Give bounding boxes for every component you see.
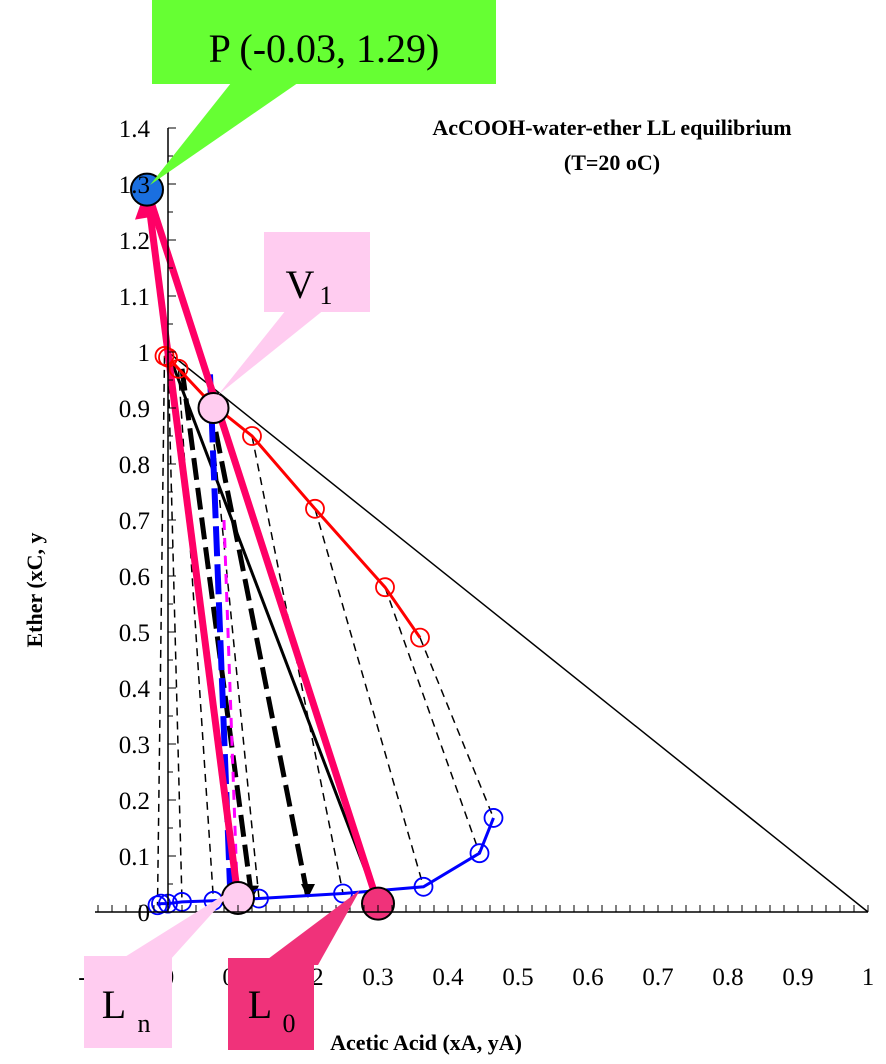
raffinate-point bbox=[147, 895, 168, 916]
operating-line bbox=[143, 188, 382, 905]
callout-pointer-P bbox=[150, 78, 305, 185]
tie-line bbox=[156, 355, 166, 906]
extract-point bbox=[242, 426, 262, 446]
x-axis-title: Acetic Acid (xA, yA) bbox=[330, 1030, 522, 1055]
chart-subtitle: (T=20 oC) bbox=[564, 150, 660, 175]
extract-point bbox=[154, 346, 175, 366]
y-tick-label: 1.3 bbox=[119, 172, 150, 199]
y-tick-label: 0.3 bbox=[119, 732, 150, 759]
y-tick-label: 1.1 bbox=[119, 284, 150, 311]
callout-label-Ln: L bbox=[102, 982, 126, 1027]
callouts-layer: P (-0.03, 1.29) V 1 L n L 0 bbox=[84, 0, 496, 1050]
x-tick-label: 0.7 bbox=[642, 964, 673, 991]
tie-line bbox=[384, 586, 481, 854]
y-tick-label: 1.2 bbox=[119, 228, 150, 255]
diagonal-line bbox=[167, 351, 869, 913]
extract-point bbox=[375, 577, 395, 598]
y-tick-label: 0.4 bbox=[119, 676, 151, 703]
x-tick-label: 0.3 bbox=[362, 964, 393, 991]
callout-label-L0: L bbox=[248, 982, 272, 1027]
operating-line bbox=[143, 189, 242, 899]
plot-markers-layer bbox=[130, 172, 504, 921]
callout-box-L0 bbox=[228, 958, 314, 1050]
extract-point bbox=[305, 498, 325, 519]
y-tick-label: 0.6 bbox=[119, 564, 150, 591]
tie-line bbox=[419, 637, 495, 819]
extract-point bbox=[168, 358, 189, 379]
y-tick-label: 0.7 bbox=[119, 508, 150, 535]
raffinate-point bbox=[469, 843, 490, 864]
callout-sub-V1: 1 bbox=[320, 281, 333, 310]
y-tick-label: 0.1 bbox=[119, 844, 150, 871]
callout-box-Ln bbox=[84, 956, 172, 1048]
callout-pointer-Ln bbox=[120, 888, 235, 960]
stage-step-black bbox=[207, 401, 311, 899]
plot-lines-layer bbox=[135, 185, 869, 913]
tie-line bbox=[314, 508, 425, 888]
tie-line bbox=[251, 435, 344, 894]
callout-sub-Ln: n bbox=[138, 1009, 151, 1038]
x-tick-label: 0.8 bbox=[712, 964, 743, 991]
axes-layer: -0.100.10.20.30.40.50.60.70.80.9100.10.2… bbox=[78, 116, 874, 991]
stage-step-blue bbox=[207, 374, 234, 913]
callout-label-V1: V bbox=[286, 262, 315, 307]
chart-title: AcCOOH-water-ether LL equilibrium bbox=[432, 115, 791, 140]
raffinate-point bbox=[483, 808, 504, 828]
y-tick-label: 0.2 bbox=[119, 788, 150, 815]
x-tick-label: 0.4 bbox=[432, 964, 464, 991]
y-tick-label: 0.5 bbox=[119, 620, 150, 647]
callout-box-V1 bbox=[264, 232, 370, 312]
y-tick-label: 0.9 bbox=[119, 396, 150, 423]
x-tick-label: 0.9 bbox=[782, 964, 813, 991]
point-P bbox=[130, 172, 164, 207]
y-tick-label: 1 bbox=[138, 340, 151, 367]
black-operating-line bbox=[166, 351, 380, 905]
stage-step-magenta bbox=[222, 519, 240, 913]
point-V1 bbox=[197, 392, 230, 424]
x-tick-label: 0.5 bbox=[502, 964, 533, 991]
x-tick-label: 0.6 bbox=[572, 964, 603, 991]
callout-box-P bbox=[152, 0, 496, 84]
raffinate-point bbox=[333, 883, 353, 904]
tie-line bbox=[167, 357, 183, 902]
y-tick-label: 0.8 bbox=[119, 452, 150, 479]
callout-label-P: P (-0.03, 1.29) bbox=[209, 26, 440, 71]
raffinate-point bbox=[413, 876, 434, 897]
y-tick-label: 0 bbox=[138, 900, 151, 927]
raffinate-curve bbox=[156, 817, 495, 907]
callout-pointer-L0 bbox=[260, 890, 360, 965]
extract-point bbox=[410, 627, 430, 648]
y-tick-label: 1.4 bbox=[119, 116, 151, 143]
arrowhead-black bbox=[301, 884, 315, 898]
x-tick-label: 1 bbox=[862, 964, 875, 991]
callout-sub-L0: 0 bbox=[283, 1009, 296, 1038]
point-L0 bbox=[361, 886, 395, 921]
y-axis-title: Ether (xC, y bbox=[22, 532, 47, 647]
callout-pointer-V1 bbox=[218, 305, 330, 395]
